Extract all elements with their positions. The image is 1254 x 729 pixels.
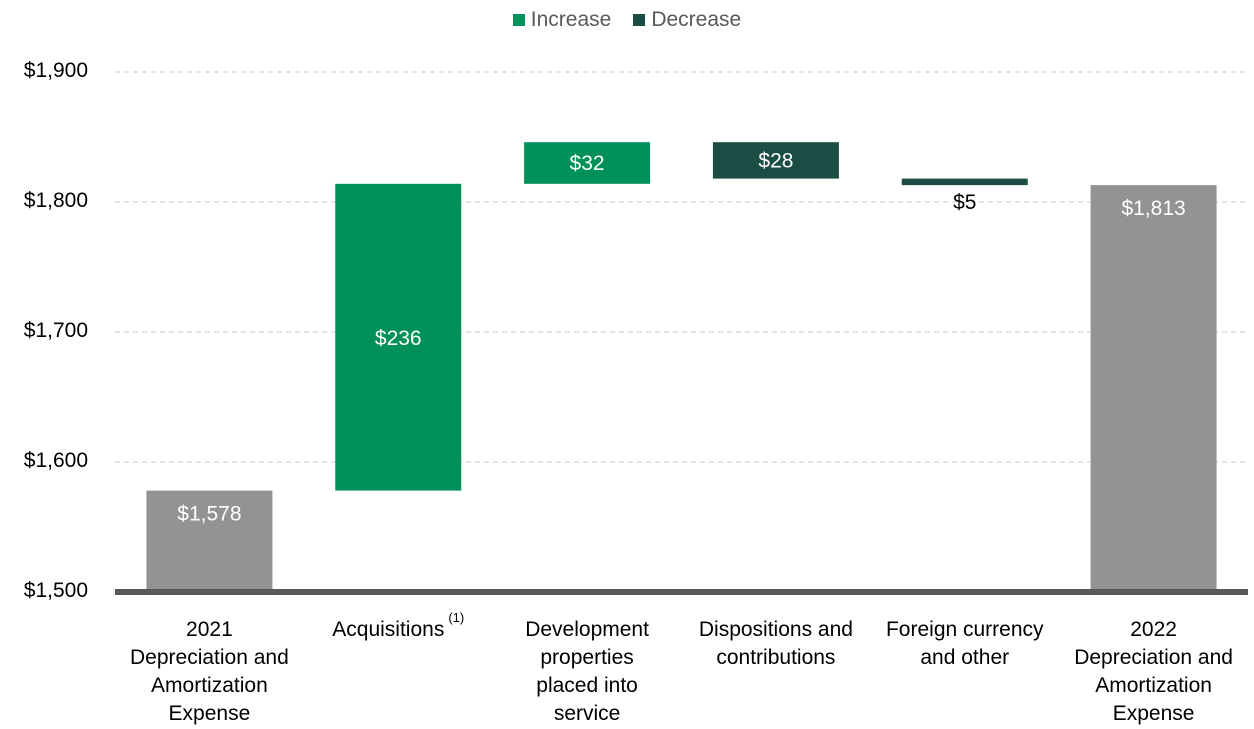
data-label: $236 bbox=[375, 327, 422, 350]
y-tick-label: $1,700 bbox=[23, 319, 88, 342]
category-text: 2022 Depreciation and Amortization Expen… bbox=[1074, 618, 1233, 725]
x-category-label: 2022 Depreciation and Amortization Expen… bbox=[1059, 616, 1249, 728]
bar-total bbox=[146, 490, 273, 592]
data-label: $1,578 bbox=[177, 503, 241, 526]
legend-decrease-label: Decrease bbox=[651, 8, 742, 31]
category-text: Dispositions and contributions bbox=[698, 618, 853, 669]
category-text: Acquisitions bbox=[332, 618, 445, 641]
decrease-swatch bbox=[633, 14, 646, 26]
bar-increase bbox=[524, 142, 651, 184]
chart-legend: Increase Decrease bbox=[0, 8, 1254, 32]
x-category-label: Dispositions and contributions bbox=[681, 616, 871, 672]
increase-swatch bbox=[512, 14, 525, 26]
y-tick-label: $1,900 bbox=[23, 59, 88, 82]
data-label: $5 bbox=[953, 191, 976, 214]
bar-increase bbox=[335, 183, 462, 491]
data-label: $1,813 bbox=[1121, 197, 1185, 220]
bar-total bbox=[1090, 185, 1217, 592]
x-category-label: Foreign currency and other bbox=[870, 616, 1060, 672]
legend-item-increase: Increase bbox=[512, 8, 612, 32]
bar-decrease bbox=[712, 142, 839, 179]
y-tick-label: $1,800 bbox=[23, 189, 88, 212]
data-label: $32 bbox=[570, 152, 605, 175]
category-text: Development properties placed into servi… bbox=[525, 618, 649, 725]
x-category-label: Acquisitions(1) bbox=[303, 610, 493, 646]
data-label: $28 bbox=[758, 149, 793, 172]
legend-item-decrease: Decrease bbox=[633, 8, 741, 32]
x-category-label: 2021 Depreciation and Amortization Expen… bbox=[114, 616, 304, 728]
legend-increase-label: Increase bbox=[530, 8, 612, 31]
footnote-marker: (1) bbox=[448, 610, 465, 625]
category-text: Foreign currency and other bbox=[885, 618, 1044, 669]
y-tick-label: $1,600 bbox=[23, 449, 88, 472]
y-tick-label: $1,500 bbox=[23, 579, 88, 602]
bar-decrease bbox=[901, 178, 1028, 186]
x-category-label: Development properties placed into servi… bbox=[492, 616, 682, 728]
category-text: 2021 Depreciation and Amortization Expen… bbox=[130, 618, 289, 725]
